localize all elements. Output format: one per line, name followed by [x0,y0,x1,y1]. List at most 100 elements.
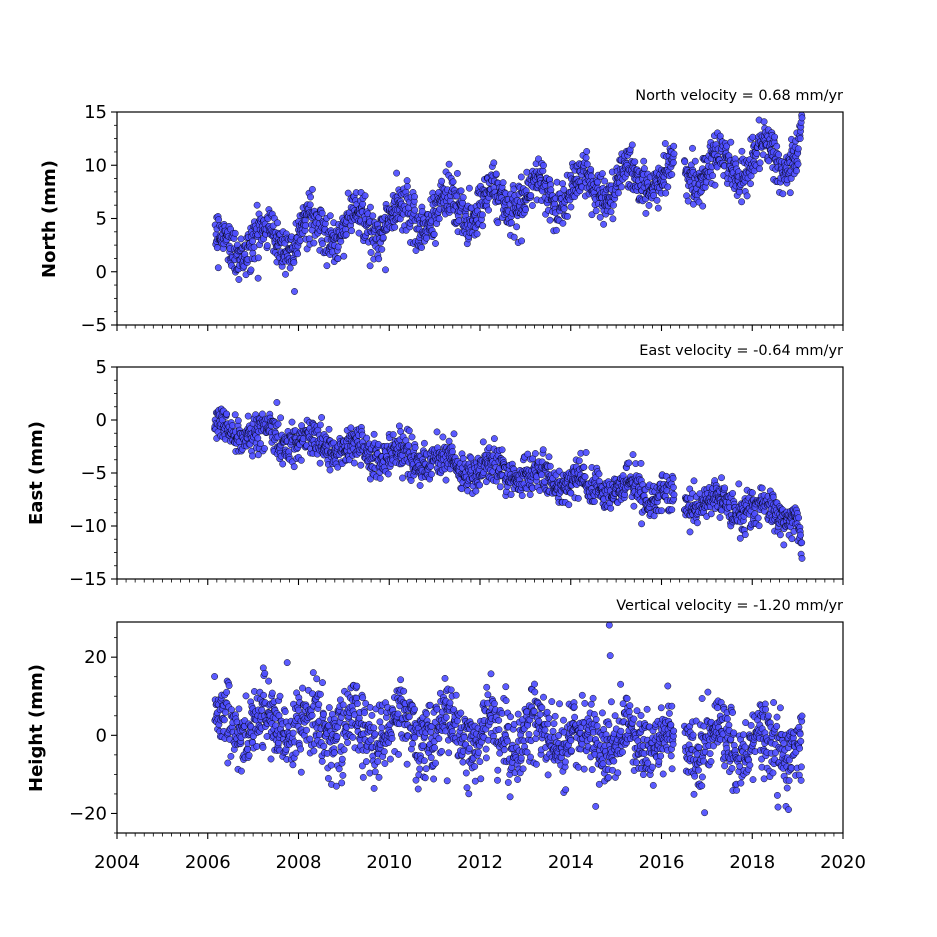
north-y-tick-label: 15 [84,102,107,123]
east-data-point [729,489,737,497]
north-data-point [779,190,787,198]
east-velocity-title: East velocity = -0.64 mm/yr [639,343,843,359]
north-data-point [794,160,802,168]
east-data-point [357,461,365,469]
height-data-point [359,773,367,781]
north-y-tick-label: 0 [96,262,107,283]
height-data-point [260,691,268,699]
north-data-point [213,244,221,252]
height-data-point [733,786,741,794]
height-data-point [639,771,647,779]
height-data-point [523,708,531,716]
north-y-tick-label: −5 [80,315,107,336]
north-data-point [607,208,615,216]
north-data-point [582,154,590,162]
height-data-point [605,774,613,781]
north-data-point [302,222,310,229]
height-data-point [527,753,534,761]
north-data-point [522,206,530,214]
height-data-point [441,674,449,682]
east-y-tick-label: −5 [80,463,107,484]
height-data-point [588,766,596,774]
east-data-point [518,492,526,500]
height-data-point [319,679,326,687]
height-data-point [330,749,338,757]
north-data-point [753,150,761,157]
north-data-point [614,189,622,197]
east-data-point [686,528,694,536]
north-data-point [403,177,411,185]
north-data-point [340,252,348,260]
height-data-point [532,760,540,768]
north-data-point [794,145,802,153]
north-data-point [308,185,316,193]
height-data-point [303,726,310,734]
height-data-point [457,709,465,717]
height-data-point [476,758,484,766]
height-data-point [374,758,382,765]
east-data-point [658,507,666,515]
height-data-point [536,711,544,718]
east-data-point [545,453,553,461]
height-data-point [690,790,698,798]
north-data-point [653,196,661,204]
north-data-point [559,180,567,188]
north-data-point [296,236,304,244]
north-data-point [430,230,438,238]
height-data-point [581,699,589,707]
east-data-point [445,437,453,445]
east-data-point [411,444,419,451]
east-data-point [607,504,615,512]
height-data-point [623,695,631,702]
north-data-point [286,264,294,272]
east-data-point [798,554,806,562]
east-data-point [405,427,413,435]
north-data-point [263,242,271,250]
height-data-point [617,680,625,688]
east-data-point [546,462,554,470]
panel-north: North velocity = 0.68 mm/yr North (mm) −… [39,88,844,336]
north-data-point [583,148,591,155]
east-data-point [408,433,416,441]
north-data-point [423,234,430,242]
north-data-point [310,239,318,247]
height-data-point [729,709,737,716]
height-data-point [530,708,538,715]
height-data-point [704,688,712,696]
east-data-point [758,484,766,492]
height-data-point [281,708,289,716]
height-data-point [422,765,430,773]
north-data-point [282,270,289,278]
height-data-point [474,748,482,756]
north-data-point [235,276,243,283]
north-data-point [640,165,648,172]
height-data-point [223,688,231,696]
height-data-point [657,704,665,712]
height-data-point [447,686,455,694]
height-data-point [723,715,731,723]
east-data-point [669,483,677,491]
east-data-point [788,535,796,543]
north-data-point [214,264,222,272]
north-data-point [465,184,473,192]
height-data-point [477,775,485,783]
north-data-point [403,182,411,190]
east-data-point [297,456,305,464]
height-data-point [665,709,673,717]
height-data-point [445,749,453,757]
height-data-point [416,765,424,773]
east-data-point [539,446,547,454]
height-data-point [698,695,706,702]
height-data-point [610,757,618,765]
height-data-point [268,689,276,697]
height-data-point [544,720,552,728]
height-data-point [611,712,619,720]
north-data-point [793,167,800,175]
north-data-point [418,208,426,216]
north-data-point [348,227,356,235]
height-data-point [598,709,606,717]
north-data-point [382,266,389,274]
height-data-point [670,727,678,735]
north-data-point [546,216,554,224]
